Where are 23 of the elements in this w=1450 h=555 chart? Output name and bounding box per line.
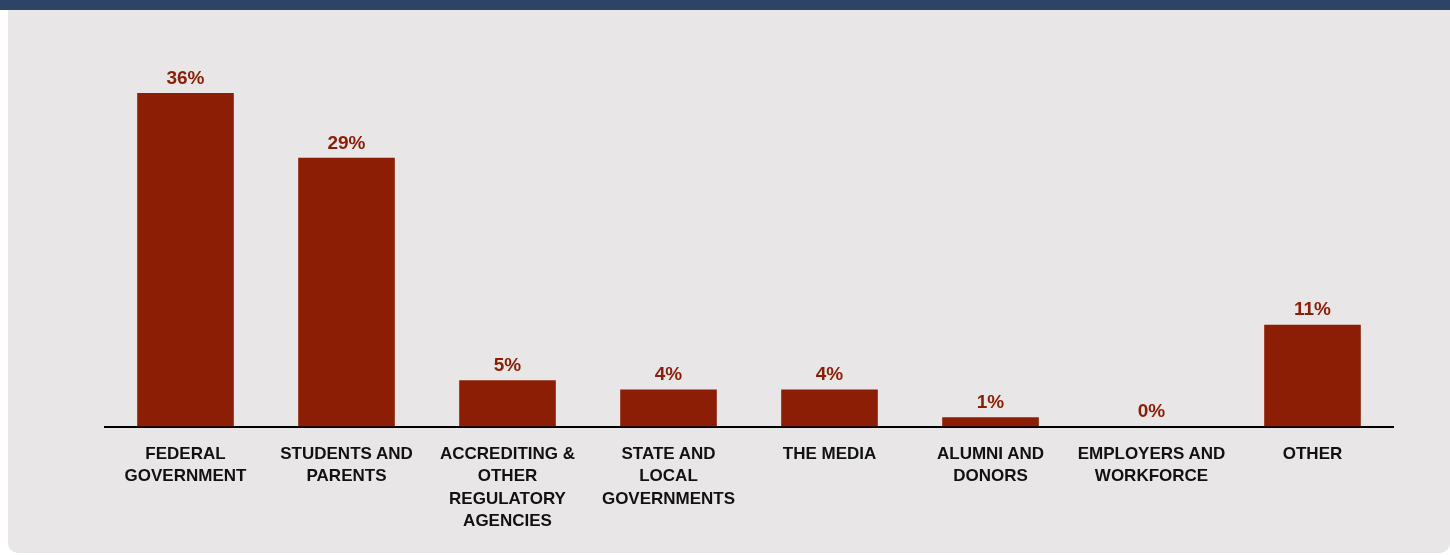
x-tick-label: STATE AND LOCAL GOVERNMENTS bbox=[601, 444, 736, 508]
x-tick-label: STUDENTS AND PARENTS bbox=[280, 444, 413, 486]
data-label: 4% bbox=[815, 363, 844, 385]
x-tick-label: ALUMNI AND DONORS bbox=[936, 444, 1045, 486]
x-tick-label: OTHER bbox=[1282, 444, 1343, 464]
bar bbox=[459, 380, 556, 427]
bar bbox=[1264, 324, 1361, 427]
x-tick-label: THE MEDIA bbox=[782, 444, 877, 464]
data-label: 11% bbox=[1294, 298, 1332, 320]
data-label: 29% bbox=[327, 131, 366, 153]
data-label: 0% bbox=[1137, 400, 1166, 422]
data-label: 4% bbox=[654, 363, 683, 385]
bar bbox=[298, 157, 395, 427]
data-label: 5% bbox=[493, 354, 522, 375]
data-label: 36% bbox=[166, 66, 205, 88]
bar bbox=[137, 93, 234, 427]
bar bbox=[942, 417, 1039, 427]
x-tick-label: EMPLOYERS AND WORKFORCE bbox=[1077, 444, 1226, 486]
x-tick-label: ACCREDITING & OTHER REGULATORY AGENCIES bbox=[439, 444, 576, 530]
x-tick-label: FEDERAL GOVERNMENT bbox=[124, 444, 248, 486]
data-label: 1% bbox=[976, 391, 1005, 413]
bar bbox=[620, 389, 717, 427]
bar bbox=[781, 389, 878, 427]
